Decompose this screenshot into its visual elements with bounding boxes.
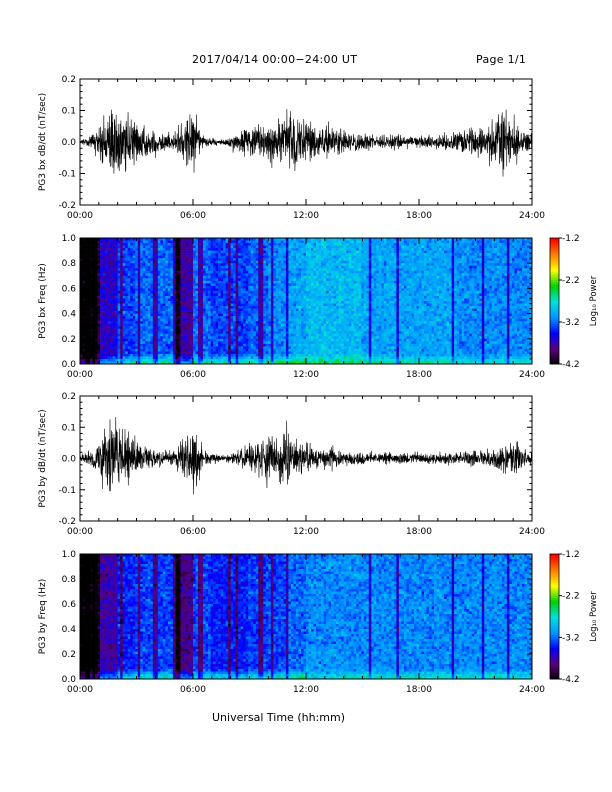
y-tick-label: 0.4: [62, 310, 77, 320]
page-number: Page 1/1: [476, 53, 527, 66]
x-tick-label: 18:00: [406, 370, 432, 380]
x-tick-label: 12:00: [293, 370, 319, 380]
y-tick-label: 0.2: [62, 335, 76, 345]
spectrogram-image: [80, 554, 533, 680]
x-tick-label: 24:00: [519, 685, 545, 695]
colorbar: -1.2 -2.2 -3.2 -4.2 Log₁₀ Power: [549, 550, 599, 685]
y-axis-label: PG3 bx dB/dt (nT/sec): [38, 93, 48, 191]
bx-spectrogram-panel: -1.2 -2.2 -3.2 -4.2 Log₁₀ Power 00:00 06:00 12:…: [38, 234, 599, 380]
y-tick-label: 1.0: [62, 234, 77, 244]
y-tick-label: 0.1: [62, 107, 76, 117]
waveform-trace: [80, 417, 532, 495]
y-tick-label: 0.2: [62, 392, 76, 402]
y-tick-label: 0.6: [62, 284, 77, 294]
x-tick-label: 00:00: [67, 527, 93, 537]
y-tick-label: -0.1: [58, 486, 76, 496]
y-tick-label: 0.2: [62, 75, 76, 85]
y-tick-label: 0.0: [62, 675, 77, 685]
x-tick-label: 06:00: [180, 211, 206, 221]
x-tick-label: 00:00: [67, 685, 93, 695]
y-tick-label: -0.1: [58, 170, 76, 180]
x-tick-label: 24:00: [519, 370, 545, 380]
y-tick-label: -0.2: [58, 201, 76, 211]
colorbar-tick-label: -4.2: [562, 675, 580, 685]
colorbar-tick-label: -3.2: [562, 318, 580, 328]
colorbar-tick-label: -2.2: [562, 276, 580, 286]
y-tick-label: 0.4: [62, 625, 77, 635]
bx-waveform-panel: 00:00 06:00 12:00 18:00 24:00 0.2 0.1 0.0 -0.1 -0…: [38, 75, 545, 221]
colorbar-label: Log₁₀ Power: [589, 275, 599, 326]
by-spectrogram-panel: -1.2 -2.2 -3.2 -4.2 Log₁₀ Power 00:00 06:00 12:…: [38, 550, 599, 695]
y-tick-label: 0.0: [62, 360, 77, 370]
waveform-trace: [80, 109, 532, 177]
colorbar: -1.2 -2.2 -3.2 -4.2 Log₁₀ Power: [549, 234, 599, 370]
colorbar-tick-label: -4.2: [562, 360, 580, 370]
x-tick-label: 06:00: [180, 527, 206, 537]
x-tick-label: 06:00: [180, 370, 206, 380]
spectrogram-image: [80, 238, 533, 365]
y-tick-label: 0.2: [62, 650, 76, 660]
by-waveform-panel: 00:00 06:00 12:00 18:00 24:00 0.2 0.1 0.0 -0.1 -0…: [38, 392, 545, 537]
y-tick-label: 1.0: [62, 550, 77, 560]
y-axis-label: PG3 by dB/dt (nT/sec): [38, 409, 48, 507]
colorbar-label: Log₁₀ Power: [589, 591, 599, 642]
x-tick-label: 00:00: [67, 211, 93, 221]
x-tick-label: 18:00: [406, 527, 432, 537]
x-tick-label: 00:00: [67, 370, 93, 380]
colorbar-tick-label: -1.2: [562, 234, 580, 244]
colorbar-tick-label: -2.2: [562, 592, 580, 602]
x-tick-label: 06:00: [180, 685, 206, 695]
y-tick-label: 0.8: [62, 575, 77, 585]
y-tick-label: 0.6: [62, 600, 77, 610]
y-tick-label: 0.0: [62, 138, 77, 148]
y-axis-label: PG3 bx Freq (Hz): [38, 263, 48, 339]
page-title: 2017/04/14 00:00−24:00 UT: [192, 53, 358, 66]
y-axis-label: PG3 by Freq (Hz): [38, 579, 48, 655]
colorbar-tick-label: -1.2: [562, 550, 580, 560]
y-tick-label: 0.8: [62, 259, 77, 269]
x-tick-label: 18:00: [406, 211, 432, 221]
colorbar-tick-label: -3.2: [562, 633, 580, 643]
x-tick-label: 24:00: [519, 211, 545, 221]
x-tick-label: 24:00: [519, 527, 545, 537]
y-tick-label: 0.1: [62, 423, 76, 433]
y-tick-label: 0.0: [62, 455, 77, 465]
x-tick-label: 12:00: [293, 211, 319, 221]
y-tick-label: -0.2: [58, 517, 76, 527]
x-tick-label: 18:00: [406, 685, 432, 695]
x-tick-label: 12:00: [293, 685, 319, 695]
x-tick-label: 12:00: [293, 527, 319, 537]
x-axis-label: Universal Time (hh:mm): [212, 711, 345, 724]
